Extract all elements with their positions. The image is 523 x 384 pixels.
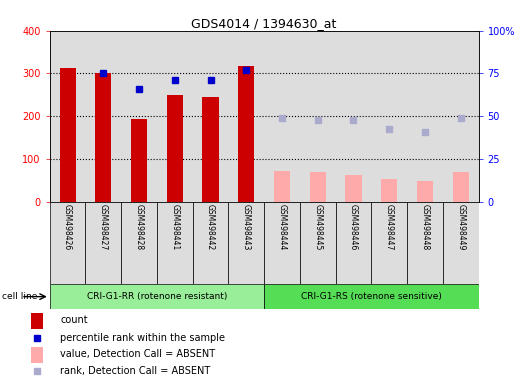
- Bar: [31, 346, 43, 363]
- Bar: [238, 66, 254, 202]
- Bar: [167, 95, 183, 202]
- Text: GSM498426: GSM498426: [63, 204, 72, 250]
- Text: cell line: cell line: [2, 292, 37, 301]
- Bar: [300, 31, 336, 202]
- Bar: [95, 73, 111, 202]
- Bar: [192, 31, 229, 202]
- Bar: [274, 171, 290, 202]
- Text: GSM498444: GSM498444: [278, 204, 287, 250]
- Text: value, Detection Call = ABSENT: value, Detection Call = ABSENT: [60, 349, 215, 359]
- Bar: [229, 202, 264, 284]
- Bar: [371, 202, 407, 284]
- Text: percentile rank within the sample: percentile rank within the sample: [60, 333, 225, 343]
- Text: GSM498445: GSM498445: [313, 204, 322, 250]
- Bar: [85, 31, 121, 202]
- Text: GSM498448: GSM498448: [420, 204, 429, 250]
- Bar: [371, 31, 407, 202]
- Bar: [310, 172, 326, 202]
- Bar: [202, 96, 219, 202]
- Bar: [31, 313, 43, 329]
- Bar: [85, 202, 121, 284]
- Text: CRI-G1-RR (rotenone resistant): CRI-G1-RR (rotenone resistant): [87, 292, 227, 301]
- Bar: [264, 202, 300, 284]
- Bar: [452, 172, 469, 202]
- Bar: [300, 202, 336, 284]
- Bar: [407, 31, 443, 202]
- Text: GSM498427: GSM498427: [99, 204, 108, 250]
- Bar: [60, 68, 76, 202]
- Text: GSM498428: GSM498428: [134, 204, 143, 250]
- Text: GSM498449: GSM498449: [456, 204, 465, 250]
- Bar: [157, 202, 192, 284]
- Text: GSM498447: GSM498447: [385, 204, 394, 250]
- Bar: [417, 180, 433, 202]
- Bar: [192, 202, 229, 284]
- Bar: [131, 119, 147, 202]
- Text: CRI-G1-RS (rotenone sensitive): CRI-G1-RS (rotenone sensitive): [301, 292, 442, 301]
- Text: GSM498446: GSM498446: [349, 204, 358, 250]
- Bar: [381, 179, 397, 202]
- Bar: [264, 31, 300, 202]
- Text: rank, Detection Call = ABSENT: rank, Detection Call = ABSENT: [60, 366, 210, 376]
- Title: GDS4014 / 1394630_at: GDS4014 / 1394630_at: [191, 17, 337, 30]
- Bar: [264, 284, 479, 309]
- Bar: [229, 31, 264, 202]
- Bar: [157, 31, 192, 202]
- Text: count: count: [60, 315, 88, 325]
- Bar: [443, 31, 479, 202]
- Text: GSM498443: GSM498443: [242, 204, 251, 250]
- Bar: [345, 175, 361, 202]
- Text: GSM498442: GSM498442: [206, 204, 215, 250]
- Bar: [50, 202, 85, 284]
- Bar: [336, 31, 371, 202]
- Text: GSM498441: GSM498441: [170, 204, 179, 250]
- Bar: [50, 31, 85, 202]
- Bar: [443, 202, 479, 284]
- Bar: [50, 284, 264, 309]
- Bar: [121, 202, 157, 284]
- Bar: [121, 31, 157, 202]
- Bar: [407, 202, 443, 284]
- Bar: [336, 202, 371, 284]
